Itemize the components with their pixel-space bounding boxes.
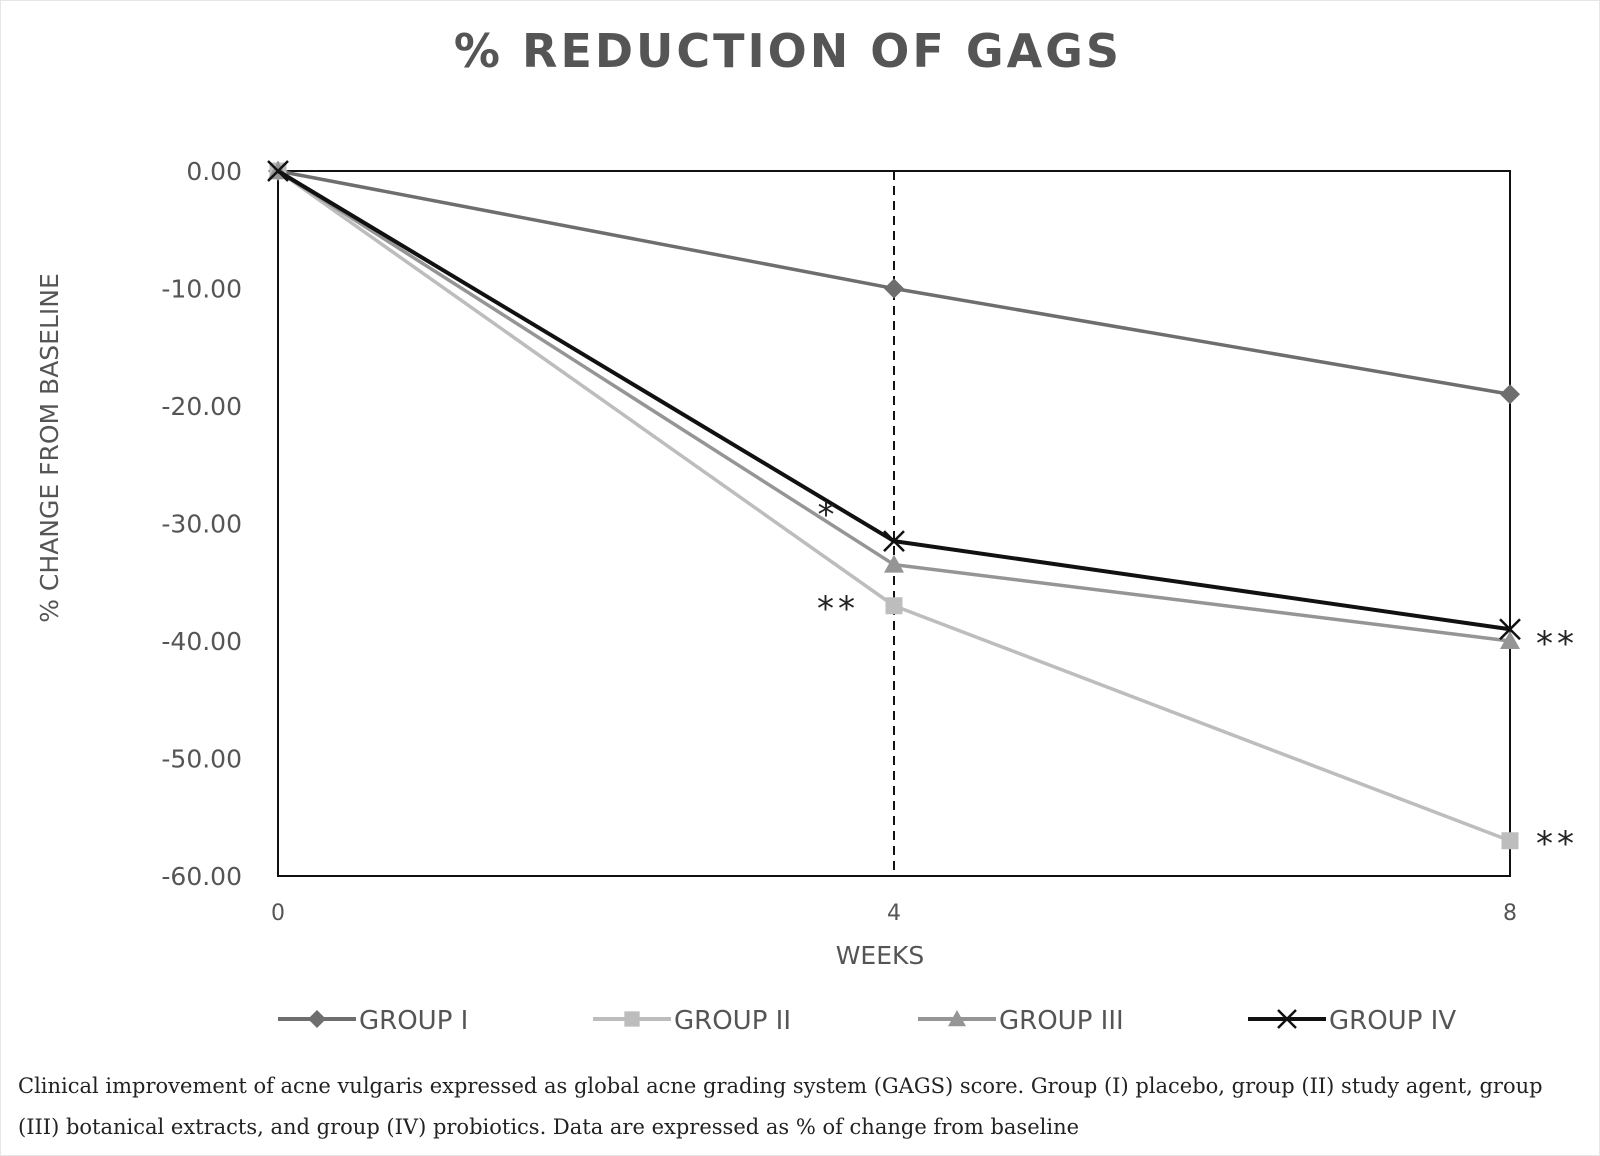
data-point-group-iv — [267, 160, 289, 182]
y-tick-label: 0.00 — [186, 157, 242, 186]
y-tick-label: -50.00 — [161, 745, 242, 774]
legend-label: GROUP IV — [1329, 1006, 1456, 1036]
figure-caption: Clinical improvement of acne vulgaris ex… — [18, 1074, 1543, 1139]
significance-annotation: ** — [1536, 624, 1578, 664]
data-point-group-iv — [1499, 618, 1521, 641]
data-point-group-ii — [1501, 832, 1519, 850]
legend-label: GROUP III — [999, 1006, 1124, 1036]
legend-item-group-ii: GROUP II — [593, 1006, 791, 1036]
data-point-group-i — [1500, 384, 1520, 405]
x-tick-label: 8 — [1503, 901, 1517, 926]
y-tick-label: -40.00 — [161, 627, 242, 656]
legend-item-group-iv: GROUP IV — [1248, 1006, 1456, 1036]
legend-label: GROUP I — [359, 1006, 468, 1036]
y-axis-label: % CHANGE FROM BASELINE — [35, 273, 64, 623]
significance-annotation: * — [818, 495, 839, 535]
significance-annotation: ** — [817, 589, 859, 629]
legend-label: GROUP II — [674, 1006, 791, 1036]
data-point-group-iv-stroke — [1499, 618, 1521, 641]
legend-item-group-i: GROUP I — [278, 1006, 468, 1036]
x-axis-label: WEEKS — [836, 941, 925, 970]
data-point-group-iv-stroke — [267, 160, 289, 182]
legend-marker — [624, 1011, 640, 1027]
significance-annotation: ** — [1536, 824, 1578, 864]
y-tick-label: -10.00 — [161, 275, 242, 304]
legend: GROUP I GROUP II GROUP III GROUP IV — [278, 1006, 1456, 1036]
legend-item-group-iii: GROUP III — [918, 1006, 1124, 1036]
chart-title: % REDUCTION OF GAGS — [454, 24, 1122, 78]
data-point-group-iv-stroke — [883, 530, 905, 553]
x-tick-label: 0 — [271, 901, 285, 926]
data-point-group-ii — [885, 597, 903, 615]
legend-marker-stroke — [1277, 1009, 1297, 1029]
y-tick-label: -60.00 — [161, 862, 242, 891]
data-point-group-iii — [1500, 631, 1520, 649]
y-tick-label: -20.00 — [161, 392, 242, 421]
x-tick-label: 4 — [887, 901, 901, 926]
legend-marker — [308, 1010, 326, 1028]
data-point-group-iv — [883, 530, 905, 553]
plot-area: 0.00 -10.00 -20.00 -30.00 -40.00 -50.00 -60.00… — [161, 157, 1578, 926]
legend-marker — [948, 1010, 966, 1027]
legend-marker — [1277, 1009, 1297, 1029]
y-tick-label: -30.00 — [161, 510, 242, 539]
data-point-group-i — [884, 278, 904, 299]
data-point-group-iii — [884, 554, 904, 573]
